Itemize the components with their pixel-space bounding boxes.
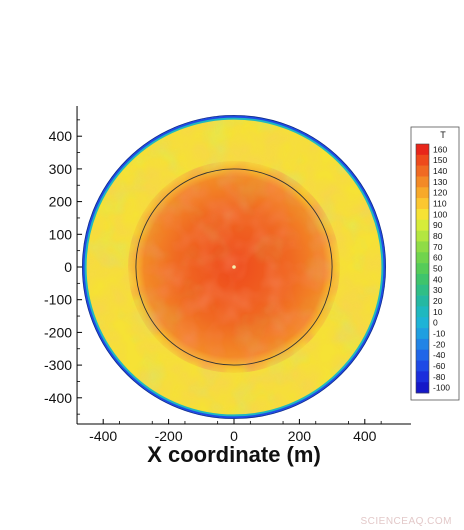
colorbar-swatch — [416, 360, 429, 372]
colorbar-swatch — [416, 317, 429, 329]
colorbar-swatch — [416, 382, 429, 394]
colorbar-swatch — [416, 165, 429, 177]
y-tick-label: 300 — [49, 161, 73, 177]
colorbar-swatch — [416, 219, 429, 231]
colorbar-swatch — [416, 154, 429, 166]
colorbar-label: 140 — [433, 166, 447, 176]
boundary-blue-ring — [82, 115, 386, 419]
colorbar-label: 50 — [433, 264, 443, 274]
colorbar-label: 120 — [433, 188, 447, 198]
y-tick-label: -400 — [44, 390, 72, 406]
colorbar-label: -20 — [433, 339, 446, 349]
colorbar-swatch — [416, 252, 429, 264]
colorbar-swatch — [416, 338, 429, 350]
watermark: SCIENCEAQ.COM — [360, 516, 452, 527]
x-tick-label: -200 — [155, 428, 183, 444]
colorbar: T160150140130120110100908070605040302010… — [410, 126, 460, 401]
colorbar-swatch — [416, 241, 429, 253]
inner-circle — [135, 168, 333, 366]
colorbar-label: 80 — [433, 231, 443, 241]
colorbar-label: 150 — [433, 155, 447, 165]
center-marker — [232, 265, 236, 269]
temperature-field — [81, 114, 387, 420]
y-tick-label: 100 — [49, 226, 73, 242]
colorbar-label: -40 — [433, 350, 446, 360]
y-tick-label: -100 — [44, 292, 72, 308]
colorbar-swatch — [416, 263, 429, 275]
boundary-cyan-ring — [83, 116, 385, 418]
x-tick-label: 400 — [353, 428, 377, 444]
colorbar-label: 110 — [433, 199, 447, 209]
colorbar-label: 130 — [433, 177, 447, 187]
y-tick-label: 0 — [64, 259, 72, 275]
colorbar-strip-outline — [415, 143, 430, 394]
x-tick-label: -400 — [89, 428, 117, 444]
colorbar-swatch — [416, 187, 429, 199]
colorbar-label: 40 — [433, 274, 443, 284]
colorbar-swatch — [416, 371, 429, 383]
colorbar-label: -100 — [433, 383, 450, 393]
colorbar-label: 90 — [433, 220, 443, 230]
colorbar-label: 30 — [433, 285, 443, 295]
x-tick-label: 200 — [288, 428, 312, 444]
colorbar-label: -80 — [433, 372, 446, 382]
colorbar-label: 70 — [433, 242, 443, 252]
y-tick-label: 400 — [49, 128, 73, 144]
colorbar-label: 60 — [433, 253, 443, 263]
axes: 400 300 200 100 0 -100 -200 -300 -400 -400 -200 0 20… — [44, 106, 411, 444]
y-tick-label: -200 — [44, 324, 72, 340]
colorbar-label: 10 — [433, 307, 443, 317]
colorbar-swatch — [416, 208, 429, 221]
colorbar-swatch — [416, 273, 429, 286]
colorbar-label: 0 — [433, 318, 438, 328]
boundary-outline — [81, 114, 387, 420]
colorbar-swatch — [416, 198, 429, 210]
colorbar-swatch — [416, 284, 429, 296]
colorbar-swatch — [416, 328, 429, 340]
y-tick-label: 200 — [49, 194, 73, 210]
colorbar-label: 160 — [433, 144, 447, 154]
inner-region — [128, 161, 340, 373]
y-tick-label: -300 — [44, 357, 72, 373]
colorbar-title: T — [440, 130, 446, 140]
colorbar-swatch — [416, 295, 429, 307]
colorbar-label: -10 — [433, 328, 446, 338]
colorbar-label: 100 — [433, 209, 447, 219]
colorbar-swatch — [416, 230, 429, 242]
colorbar-swatch — [416, 306, 429, 318]
colorbar-label: -60 — [433, 361, 446, 371]
colorbar-label: 20 — [433, 296, 443, 306]
x-tick-label: 0 — [230, 428, 238, 444]
colorbar-swatch — [416, 144, 429, 156]
colorbar-swatch — [416, 176, 429, 188]
x-axis-label: X coordinate (m) — [147, 442, 321, 467]
colorbar-swatch — [416, 349, 429, 361]
